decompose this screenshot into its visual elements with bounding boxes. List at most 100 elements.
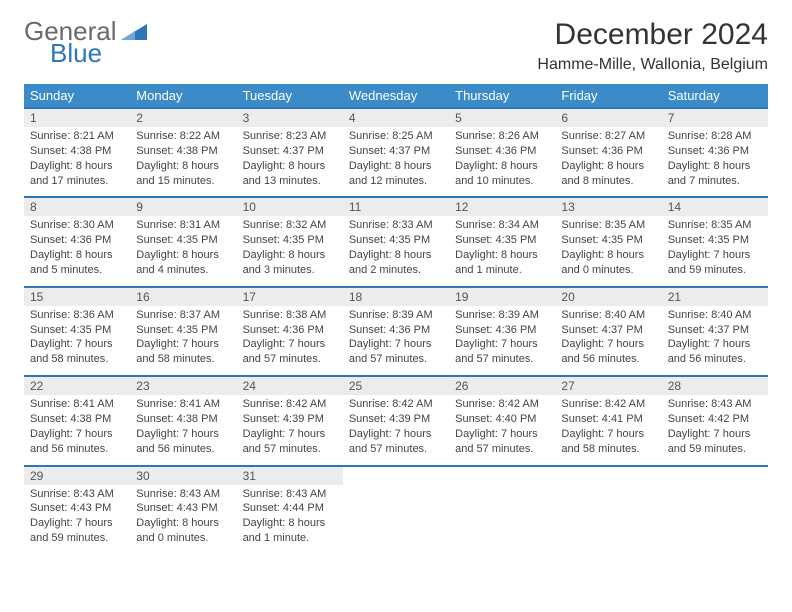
day-details: Sunrise: 8:41 AMSunset: 4:38 PMDaylight:… bbox=[130, 395, 236, 465]
sunrise-text: Sunrise: 8:35 AM bbox=[561, 218, 655, 233]
day-details bbox=[555, 485, 661, 554]
day-header: Sunday bbox=[24, 84, 130, 108]
sunrise-text: Sunrise: 8:41 AM bbox=[136, 397, 230, 412]
daylight-text-2: and 15 minutes. bbox=[136, 174, 230, 189]
day-details: Sunrise: 8:33 AMSunset: 4:35 PMDaylight:… bbox=[343, 216, 449, 286]
daylight-text-2: and 58 minutes. bbox=[30, 352, 124, 367]
day-header: Monday bbox=[130, 84, 236, 108]
day-number: 4 bbox=[343, 108, 449, 127]
day-details: Sunrise: 8:32 AMSunset: 4:35 PMDaylight:… bbox=[237, 216, 343, 286]
week-body-row: Sunrise: 8:43 AM Sunset: 4:43 PM Daylight:… bbox=[24, 485, 768, 554]
daylight-text-1: Daylight: 8 hours bbox=[349, 159, 443, 174]
day-details: Sunrise: 8:39 AMSunset: 4:36 PMDaylight:… bbox=[343, 306, 449, 376]
day-number: 9 bbox=[130, 197, 236, 216]
daylight-text-1: Daylight: 8 hours bbox=[455, 248, 549, 263]
daylight-text-1: Daylight: 8 hours bbox=[243, 248, 337, 263]
sunset-text: Sunset: 4:35 PM bbox=[136, 323, 230, 338]
day-header: Saturday bbox=[662, 84, 768, 108]
daylight-text-1: Daylight: 8 hours bbox=[561, 159, 655, 174]
sunset-text: Sunset: 4:35 PM bbox=[243, 233, 337, 248]
daylight-text-1: Daylight: 8 hours bbox=[136, 159, 230, 174]
sunset-text: Sunset: 4:40 PM bbox=[455, 412, 549, 427]
sunset-text: Sunset: 4:35 PM bbox=[561, 233, 655, 248]
daylight-text-2: and 5 minutes. bbox=[30, 263, 124, 278]
sunrise-text: Sunrise: 8:43 AM bbox=[668, 397, 762, 412]
daylight-text-2: and 56 minutes. bbox=[561, 352, 655, 367]
daylight-text-2: and 1 minute. bbox=[455, 263, 549, 278]
sunset-text: Sunset: 4:36 PM bbox=[243, 323, 337, 338]
day-details: Sunrise: 8:30 AMSunset: 4:36 PMDaylight:… bbox=[24, 216, 130, 286]
day-number: 7 bbox=[662, 108, 768, 127]
day-number: 22 bbox=[24, 376, 130, 395]
week-body-row: Sunrise: 8:36 AMSunset: 4:35 PMDaylight:… bbox=[24, 306, 768, 376]
day-number: 13 bbox=[555, 197, 661, 216]
header: General Blue December 2024 Hamme-Mille, … bbox=[24, 18, 768, 74]
sunrise-text: Sunrise: 8:42 AM bbox=[349, 397, 443, 412]
daylight-text-2: and 57 minutes. bbox=[349, 352, 443, 367]
sunset-text: Sunset: 4:37 PM bbox=[243, 144, 337, 159]
daylight-text-1: Daylight: 7 hours bbox=[243, 337, 337, 352]
day-number: 17 bbox=[237, 287, 343, 306]
daylight-text-1: Daylight: 7 hours bbox=[561, 337, 655, 352]
day-details: Sunrise: 8:23 AMSunset: 4:37 PMDaylight:… bbox=[237, 127, 343, 197]
day-details: Sunrise: 8:35 AMSunset: 4:35 PMDaylight:… bbox=[555, 216, 661, 286]
sunset-text: Sunset: 4:35 PM bbox=[455, 233, 549, 248]
week-daynum-row: 891011121314 bbox=[24, 197, 768, 216]
day-number: 27 bbox=[555, 376, 661, 395]
day-details: Sunrise: 8:42 AMSunset: 4:41 PMDaylight:… bbox=[555, 395, 661, 465]
day-number: 30 bbox=[130, 466, 236, 485]
day-number: 21 bbox=[662, 287, 768, 306]
day-number: 26 bbox=[449, 376, 555, 395]
week-body-row: Sunrise: 8:21 AMSunset: 4:38 PMDaylight:… bbox=[24, 127, 768, 197]
day-details: Sunrise: 8:34 AMSunset: 4:35 PMDaylight:… bbox=[449, 216, 555, 286]
day-number bbox=[555, 466, 661, 485]
day-details: Sunrise: 8:43 AMSunset: 4:42 PMDaylight:… bbox=[662, 395, 768, 465]
sunset-text: Sunset: 4:38 PM bbox=[30, 412, 124, 427]
sunset-text: Sunset: 4:39 PM bbox=[349, 412, 443, 427]
day-details: Sunrise: 8:42 AMSunset: 4:39 PMDaylight:… bbox=[343, 395, 449, 465]
location-label: Hamme-Mille, Wallonia, Belgium bbox=[537, 56, 768, 74]
sunrise-text: Sunrise: 8:28 AM bbox=[668, 129, 762, 144]
sunset-text: Sunset: 4:35 PM bbox=[349, 233, 443, 248]
daylight-text-1: Daylight: 8 hours bbox=[561, 248, 655, 263]
daylight-text-2: and 59 minutes. bbox=[30, 531, 124, 546]
daylight-text-1: Daylight: 7 hours bbox=[668, 427, 762, 442]
day-details bbox=[662, 485, 768, 554]
title-block: December 2024 Hamme-Mille, Wallonia, Bel… bbox=[537, 18, 768, 74]
daylight-text-1: Daylight: 7 hours bbox=[668, 337, 762, 352]
day-number: 24 bbox=[237, 376, 343, 395]
sunset-text: Sunset: 4:36 PM bbox=[455, 323, 549, 338]
daylight-text-2: and 8 minutes. bbox=[561, 174, 655, 189]
daylight-text-2: and 58 minutes. bbox=[561, 442, 655, 457]
daylight-text-1: Daylight: 7 hours bbox=[30, 516, 124, 531]
sunrise-text: Sunrise: 8:35 AM bbox=[668, 218, 762, 233]
calendar-table: Sunday Monday Tuesday Wednesday Thursday… bbox=[24, 84, 768, 554]
daylight-text-2: and 57 minutes. bbox=[243, 442, 337, 457]
day-number: 2 bbox=[130, 108, 236, 127]
daylight-text-2: and 1 minute. bbox=[243, 531, 337, 546]
day-number: 5 bbox=[449, 108, 555, 127]
daylight-text-2: and 59 minutes. bbox=[668, 442, 762, 457]
sunrise-text: Sunrise: 8:34 AM bbox=[455, 218, 549, 233]
daylight-text-2: and 57 minutes. bbox=[455, 352, 549, 367]
sunset-text: Sunset: 4:43 PM bbox=[136, 501, 230, 516]
daylight-text-1: Daylight: 7 hours bbox=[455, 337, 549, 352]
sunrise-text: Sunrise: 8:39 AM bbox=[349, 308, 443, 323]
daylight-text-2: and 0 minutes. bbox=[561, 263, 655, 278]
daylight-text-2: and 7 minutes. bbox=[668, 174, 762, 189]
sunrise-text: Sunrise: 8:42 AM bbox=[561, 397, 655, 412]
daylight-text-2: and 57 minutes. bbox=[243, 352, 337, 367]
daylight-text-1: Daylight: 7 hours bbox=[561, 427, 655, 442]
day-number: 14 bbox=[662, 197, 768, 216]
daylight-text-2: and 17 minutes. bbox=[30, 174, 124, 189]
sunrise-text: Sunrise: 8:43 AM bbox=[30, 487, 124, 502]
sunset-text: Sunset: 4:41 PM bbox=[561, 412, 655, 427]
day-details: Sunrise: 8:21 AMSunset: 4:38 PMDaylight:… bbox=[24, 127, 130, 197]
daylight-text-1: Daylight: 7 hours bbox=[455, 427, 549, 442]
day-details: Sunrise: 8:27 AMSunset: 4:36 PMDaylight:… bbox=[555, 127, 661, 197]
daylight-text-2: and 56 minutes. bbox=[136, 442, 230, 457]
day-number: 6 bbox=[555, 108, 661, 127]
daylight-text-1: Daylight: 7 hours bbox=[349, 427, 443, 442]
day-number: 16 bbox=[130, 287, 236, 306]
day-details: Sunrise: 8:41 AMSunset: 4:38 PMDaylight:… bbox=[24, 395, 130, 465]
